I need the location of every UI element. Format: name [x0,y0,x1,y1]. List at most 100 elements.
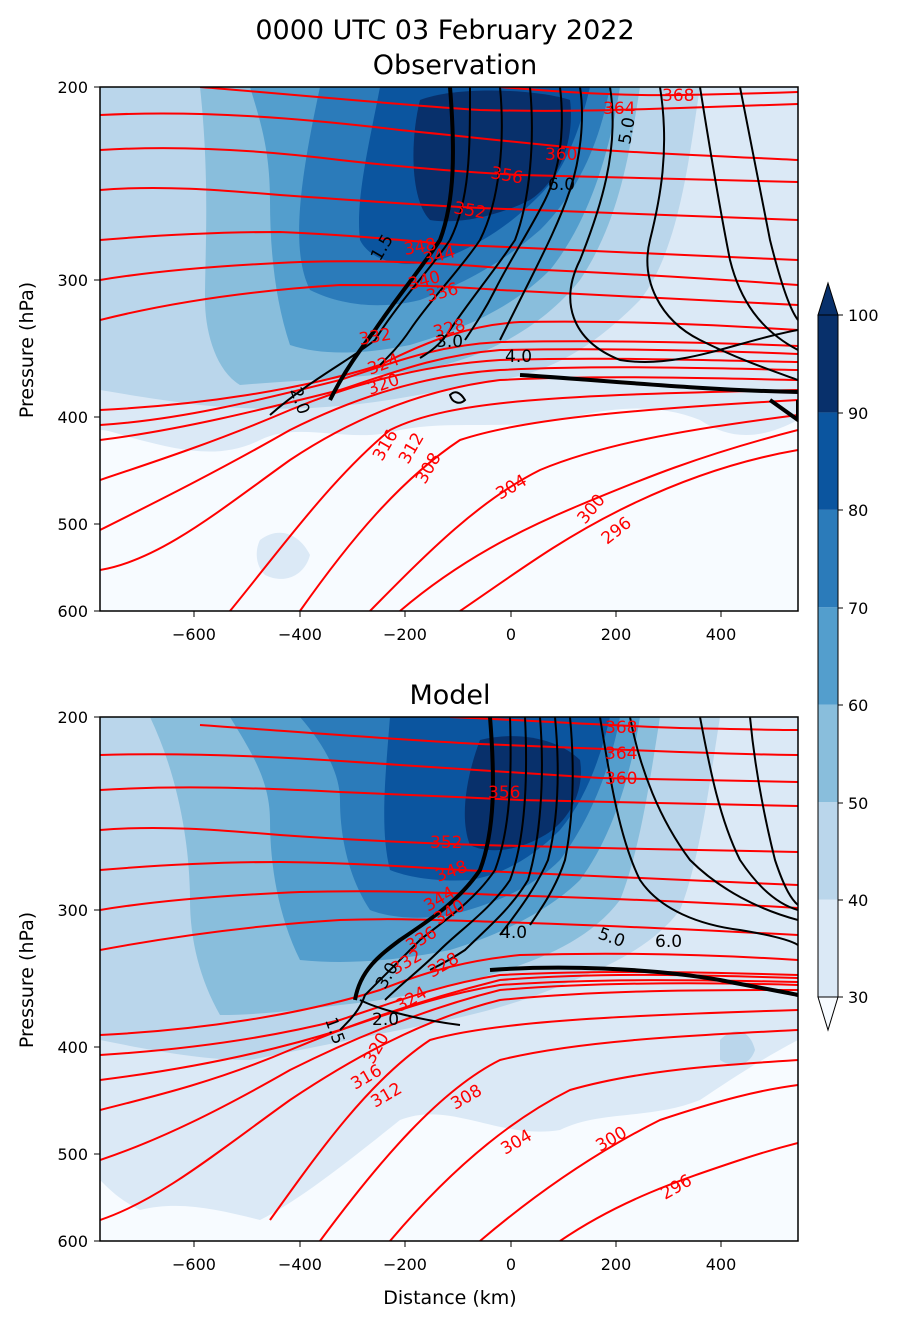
theta-contour-312 [269,1009,798,1221]
theta-contour-312 [229,389,798,611]
theta-contour-304 [369,414,798,611]
colorbar-tick-label: 40 [848,891,868,910]
x-axis: −600 −400 −200 0 200 400 Distance (km) [172,1241,736,1309]
colorbar-tick-label: 90 [848,404,868,423]
y-tick-label: 400 [57,1038,88,1057]
pv-contour-6-0 [529,717,574,926]
theta-contour-308 [319,1029,798,1241]
theta-label-356: 356 [488,783,520,803]
theta-contour-328 [100,348,798,441]
pv-contour-2-0 [339,717,512,1031]
pv-contour-wave-4 [749,717,798,906]
theta-contour-316 [100,376,798,571]
pv-contour-wave-3 [699,87,798,351]
x-tick-label: −400 [278,625,322,644]
theta-contour-296 [559,1142,798,1241]
pv-label-2-0: 2.0 [372,1010,399,1030]
pv-contour-wave [599,717,798,946]
x-tick-label: −200 [383,625,427,644]
theta-contour-296 [459,449,798,611]
theta-contour-356 [100,786,798,807]
y-axis-label: Pressure (hPa) [16,912,38,1048]
shade-50-patch [720,1031,755,1066]
y-tick-label: 500 [57,1145,88,1164]
pv-contour-wave-3 [699,717,798,911]
theta-label-352: 352 [430,833,462,853]
y-tick-label: 200 [57,78,88,97]
theta-contour-lines [100,87,798,611]
theta-label-360: 360 [605,769,637,789]
theta-contour-348 [100,230,798,261]
theta-contour-340 [100,283,798,321]
panel-model: Model [16,680,799,1309]
theta-contour-332 [100,340,798,426]
pv-contour-edge [768,398,798,423]
theta-contour-364 [199,87,798,112]
colorbar-segment [818,509,838,608]
theta-contour-364 [199,724,798,756]
pv-contour-1-5-tropopause [519,373,798,394]
y-tick-label: 600 [57,1232,88,1251]
theta-contour-352 [100,826,798,853]
axes-frame [99,716,799,1242]
colorbar-ticks: 30 40 50 60 70 80 90 100 [838,306,879,1007]
colorbar-segment [818,704,838,803]
x-tick-label: 400 [706,1255,737,1274]
pv-label-4-0: 4.0 [505,347,532,367]
y-tick-label: 500 [57,515,88,534]
theta-contour-368 [449,717,798,731]
pv-contour-2-0 [269,87,471,416]
pv-contour-wave-4 [739,87,798,321]
y-axis: 200 300 400 500 600 Pressure (hPa) [16,708,100,1251]
pv-label-3-0: 3.0 [436,332,463,352]
colorbar-segment [818,802,838,900]
pv-label-6-0: 6.0 [655,932,682,952]
y-tick-label: 200 [57,708,88,727]
theta-contour-352 [100,186,798,221]
theta-label-364: 364 [603,99,635,119]
pv-contour-lines [269,87,798,423]
colorbar-tick-label: 30 [848,988,868,1007]
theta-contour-308 [299,399,798,611]
theta-contour-336 [100,320,798,411]
theta-contour-368 [499,87,798,97]
x-tick-label: −600 [172,625,216,644]
colorbar: 30 40 50 60 70 80 90 100 [817,281,879,1032]
x-axis: −600 −400 −200 0 200 400 [172,611,736,644]
x-tick-label: 200 [601,625,632,644]
colorbar-tick-label: 80 [848,501,868,520]
theta-contour-316 [100,989,798,1221]
colorbar-tick-label: 50 [848,794,868,813]
theta-contour-328 [100,979,798,1081]
theta-contour-348 [100,860,798,886]
theta-contour-lines [100,717,798,1241]
colorbar-tick-label: 100 [848,306,879,325]
y-tick-label: 400 [57,408,88,427]
pv-contour-4-0 [429,717,543,971]
theta-contour-324 [100,973,798,1111]
pv-contour-wave-2 [629,717,798,921]
theta-contour-336 [100,952,798,1036]
pv-contour-wave [569,87,798,364]
colorbar-extend-min [817,996,839,1032]
theta-contour-356 [100,147,798,183]
theta-contour-320 [100,982,798,1161]
theta-label-368: 368 [605,718,637,738]
panel-observation: 296 300 304 308 312 316 320 324 328 332 … [16,78,799,644]
colorbar-segment [818,412,838,510]
pv-contour-4-0 [419,87,533,359]
theta-contour-360 [100,112,798,161]
x-tick-label: −200 [383,1255,427,1274]
theta-contour-304 [389,1059,798,1241]
y-tick-label: 600 [57,602,88,621]
x-tick-label: 0 [506,625,516,644]
y-axis-label: Pressure (hPa) [16,282,38,418]
colorbar-segments [818,315,838,997]
pv-contour-1-5 [328,87,455,401]
theta-label-360: 360 [545,145,577,165]
shade-40-patch [256,532,310,579]
pv-label-4-0: 4.0 [500,923,527,943]
colorbar-segment [818,899,838,997]
x-tick-label: 0 [506,1255,516,1274]
